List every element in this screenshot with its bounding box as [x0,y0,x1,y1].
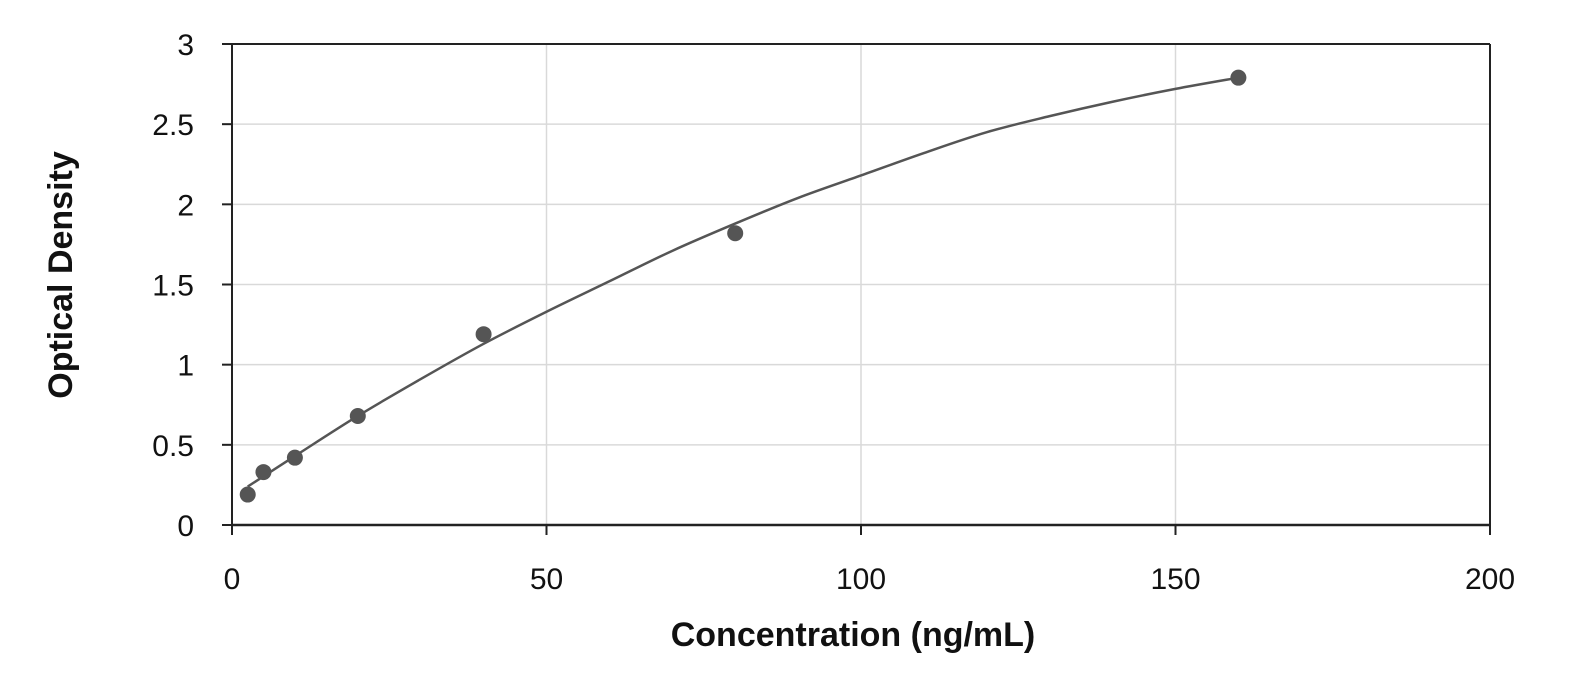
x-tick-labels: 0 50 100 150 200 [224,563,1515,596]
data-point [239,486,256,503]
y-tick-label: 0 [177,510,194,543]
y-tick-label: 1.5 [152,270,194,303]
y-tick-label: 1 [177,350,194,383]
x-tick-label: 50 [530,563,563,596]
data-point [475,326,492,343]
y-tick-label: 0.5 [152,430,194,463]
y-tick-label: 2.5 [152,109,194,142]
x-tick-label: 0 [224,563,241,596]
data-point [349,407,366,424]
plot-frame [222,43,1491,535]
x-axis-title: Concentration (ng/mL) [671,616,1036,654]
x-tick-label: 200 [1465,563,1515,596]
x-tick-label: 100 [836,563,886,596]
data-point [255,464,272,481]
y-tick-labels: 0 0.5 1 1.5 2 2.5 3 [152,29,194,543]
data-points [239,69,1247,503]
grid-lines [232,44,1490,525]
data-point [1230,69,1247,86]
y-tick-label: 2 [177,189,194,222]
x-tick-label: 150 [1150,563,1200,596]
data-point [286,449,303,466]
y-axis-title: Optical Density [42,151,80,399]
fit-curve-group [247,76,1239,488]
data-point [727,225,744,242]
y-tick-label: 3 [177,29,194,62]
fit-curve [247,76,1239,488]
